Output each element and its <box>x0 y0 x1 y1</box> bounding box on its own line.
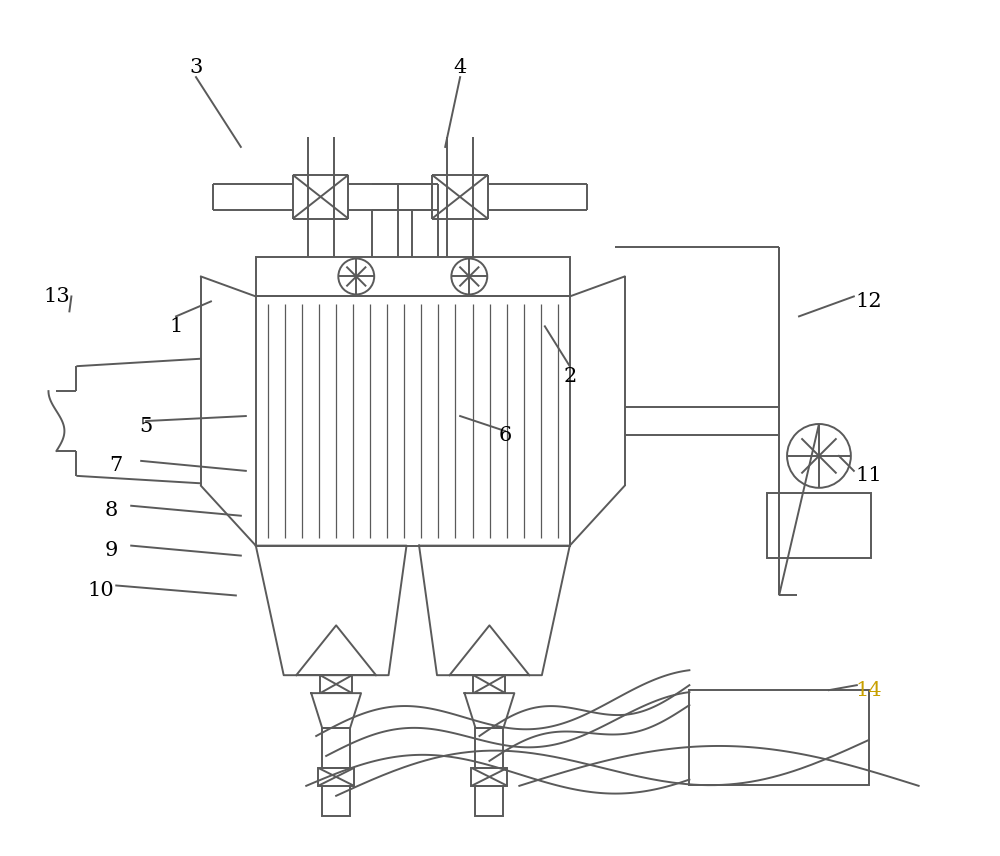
Text: 6: 6 <box>498 426 512 445</box>
Bar <box>322 728 350 768</box>
Text: 3: 3 <box>189 57 203 77</box>
Text: 14: 14 <box>855 681 882 699</box>
Text: 9: 9 <box>105 541 118 560</box>
Bar <box>471 768 507 786</box>
Bar <box>475 728 503 768</box>
Text: 13: 13 <box>43 287 70 306</box>
Text: 5: 5 <box>140 417 153 436</box>
Bar <box>256 296 570 545</box>
Bar <box>689 690 869 785</box>
Bar <box>318 768 354 786</box>
Text: 11: 11 <box>855 467 882 485</box>
Bar <box>473 675 505 693</box>
Text: 8: 8 <box>105 502 118 520</box>
Text: 10: 10 <box>88 581 115 600</box>
Bar <box>475 786 503 816</box>
Bar <box>320 675 352 693</box>
Text: 2: 2 <box>563 366 576 386</box>
Text: 7: 7 <box>110 456 123 475</box>
Text: 12: 12 <box>855 292 882 311</box>
Text: 1: 1 <box>169 317 183 336</box>
Bar <box>767 493 871 557</box>
Bar <box>256 257 570 296</box>
Bar <box>322 786 350 816</box>
Text: 4: 4 <box>454 57 467 77</box>
